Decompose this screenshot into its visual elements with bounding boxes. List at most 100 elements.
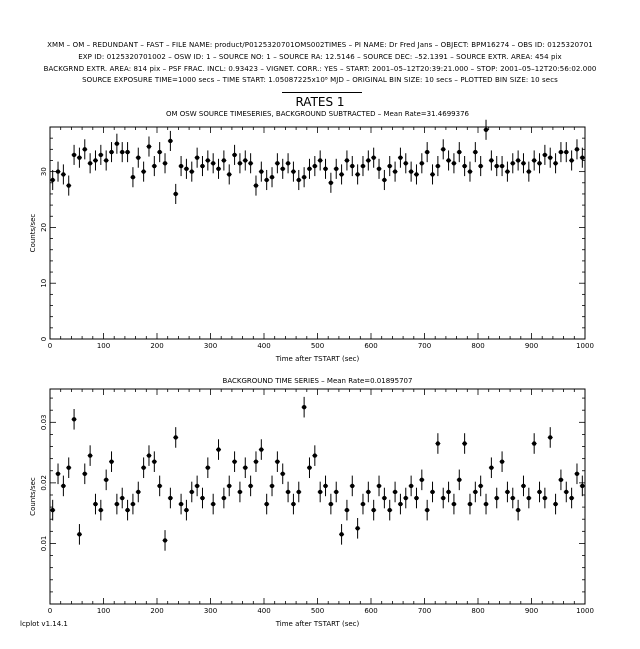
chart-2-data-point	[531, 441, 537, 446]
chart-1-data-point	[408, 169, 414, 174]
chart-2-x-tick-label: 800	[471, 607, 484, 615]
chart-2-data-point	[103, 477, 109, 483]
chart-2-data-point	[189, 489, 194, 495]
chart-1-data-point	[387, 163, 392, 169]
chart-1-data-point	[521, 161, 526, 166]
chart-1-data-point	[157, 149, 162, 155]
chart-1-data-point	[269, 175, 275, 180]
chart-2-data-point	[344, 507, 350, 513]
chart-1-x-tick-label: 100	[97, 342, 110, 350]
chart-1-data-point	[82, 147, 87, 152]
chart-2-data-point	[387, 507, 392, 513]
chart-1-data-point	[227, 172, 232, 177]
chart-2-data-point	[408, 483, 414, 489]
chart-1-data-point	[483, 127, 489, 132]
chart-1-data-point	[489, 158, 494, 163]
chart-1-data-point	[189, 169, 194, 174]
chart-2-data-point	[237, 489, 243, 495]
chart-1-data-point	[162, 161, 168, 166]
chart-2-x-tick-label: 400	[257, 607, 270, 615]
chart-1-x-tick-label: 700	[418, 342, 431, 350]
chart-1-x-tick-label: 1000	[576, 342, 594, 350]
chart-2-data-point	[205, 465, 211, 470]
chart-2-x-axis-label: Time after TSTART (sec)	[275, 620, 360, 628]
chart-2-data-point	[125, 507, 130, 513]
chart-2-data-point	[200, 495, 205, 501]
chart-1-x-tick-label: 0	[48, 342, 52, 350]
chart-2-data-point	[130, 501, 136, 507]
chart-1-data-point	[243, 158, 248, 163]
chart-2-data-point	[253, 459, 259, 464]
header-line-3: BACKGRND EXTR. AREA: 814 pix – PSF FRAC.…	[43, 65, 597, 73]
chart-1-data-point	[77, 155, 82, 160]
chart-1-data-point	[392, 169, 398, 174]
chart-1-data-point	[275, 161, 280, 166]
chart-2-data-point	[435, 441, 441, 446]
chart-1-x-tick-label: 900	[525, 342, 538, 350]
chart-2-data-point	[296, 489, 301, 495]
chart-2-data-point	[141, 465, 146, 470]
chart-2-data-point	[553, 501, 558, 507]
chart-1-x-tick-label: 800	[471, 342, 484, 350]
chart-2-x-tick-label: 0	[48, 607, 52, 615]
chart-2-data-point	[542, 495, 548, 501]
chart-1-data-point	[194, 155, 200, 160]
chart-1-data-point	[328, 180, 334, 185]
chart-1-title: OM OSW SOURCE TIMESERIES, BACKGROUND SUB…	[166, 110, 470, 118]
chart-1-data-point	[237, 161, 243, 166]
chart-1-data-point	[221, 158, 227, 163]
chart-1-data-point	[146, 144, 152, 149]
chart-1-data-point	[98, 152, 104, 158]
chart-1-data-point	[344, 158, 350, 163]
chart-2-data-point	[307, 465, 312, 470]
chart-2-data-point	[243, 465, 248, 470]
chart-2-data-point	[71, 417, 77, 422]
chart-1-data-point	[264, 177, 269, 183]
chart-1-data-point	[66, 183, 71, 188]
chart-2-data-point	[136, 489, 141, 495]
chart-1-y-tick-label: 30	[40, 167, 48, 176]
chart-1-data-point	[125, 149, 130, 155]
chart-2-data-point	[157, 483, 162, 489]
chart-2-data-point	[515, 507, 521, 513]
chart-1-data-point	[473, 149, 478, 155]
chart-2-data-point	[457, 477, 462, 483]
chart-2-data-point	[473, 489, 478, 495]
chart-1-data-point	[376, 166, 382, 172]
chart-2-data-point	[446, 489, 451, 495]
chart-2-data-point	[350, 483, 355, 489]
chart-1-data-point	[200, 163, 205, 169]
chart-2-data-point	[280, 471, 285, 476]
chart-2-title: BACKGROUND TIME SERIES – Mean Rate=0.018…	[223, 377, 413, 385]
chart-1-data-point	[109, 149, 114, 155]
chart-2-data-point	[334, 489, 339, 495]
chart-2-data-point	[419, 477, 425, 483]
header-line-1: XMM – OM – REDUNDANT – FAST – FILE NAME:…	[47, 41, 593, 49]
chart-1-data-point	[531, 158, 537, 163]
chart-2-data-point	[87, 453, 93, 458]
chart-1-data-point	[414, 172, 419, 177]
chart-2-data-point	[328, 501, 334, 507]
chart-2-data-point	[248, 483, 253, 489]
chart-1-data-point	[210, 161, 216, 166]
chart-1-data-point	[339, 172, 344, 177]
chart-2-data-point	[424, 507, 430, 513]
chart-1-data-point	[178, 163, 184, 169]
chart-1-data-point	[398, 155, 403, 160]
program-version: lcplot v1.14.1	[20, 620, 68, 628]
chart-2-data-point	[510, 495, 515, 501]
chart-2-data-point	[462, 441, 467, 446]
chart-2-data-point	[194, 483, 200, 489]
chart-1-data-point	[173, 191, 178, 197]
chart-2-data-point	[521, 483, 526, 489]
chart-2-data-point	[505, 489, 510, 495]
chart-1-data-point	[323, 166, 328, 172]
chart-1-data-point	[55, 169, 61, 174]
chart-2-data-point	[430, 489, 435, 495]
chart-2-data-point	[382, 495, 387, 501]
chart-2-data-point	[441, 495, 446, 501]
chart-2-data-point	[371, 507, 376, 513]
chart-1-data-point	[526, 169, 532, 174]
chart-2-y-axis-label: Counts/sec	[29, 477, 37, 516]
